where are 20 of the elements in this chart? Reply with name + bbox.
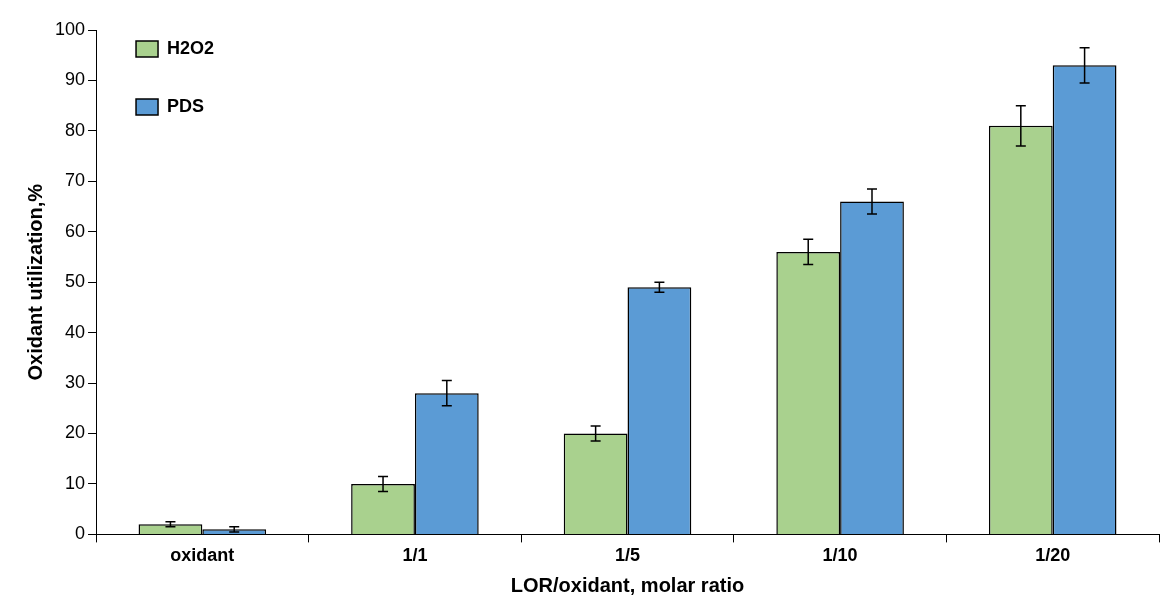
- x-tick-label: 1/5: [615, 545, 641, 566]
- y-tick-label: 50: [65, 271, 86, 292]
- y-axis-title: Oxidant utilization,%: [23, 183, 46, 381]
- x-axis-title: LOR/oxidant, molar ratio: [510, 573, 745, 596]
- y-tick-label: 90: [65, 69, 86, 90]
- y-tick-label: 40: [65, 321, 86, 342]
- y-tick-label: 60: [65, 220, 86, 241]
- y-tick-label: 10: [65, 472, 86, 493]
- y-tick-label: 30: [65, 372, 86, 393]
- y-tick-label: 20: [65, 422, 86, 443]
- x-tick-label: 1/10: [822, 545, 858, 566]
- x-tick-label: 1/20: [1035, 545, 1071, 566]
- legend-label: PDS: [167, 95, 205, 116]
- y-tick-label: 0: [75, 523, 86, 544]
- y-tick-label: 80: [65, 119, 86, 140]
- x-tick-label: oxidant: [170, 545, 235, 566]
- legend-label: H2O2: [167, 37, 215, 58]
- y-tick-label: 70: [65, 170, 86, 191]
- y-tick-label: 100: [54, 18, 86, 39]
- x-tick-label: 1/1: [402, 545, 428, 566]
